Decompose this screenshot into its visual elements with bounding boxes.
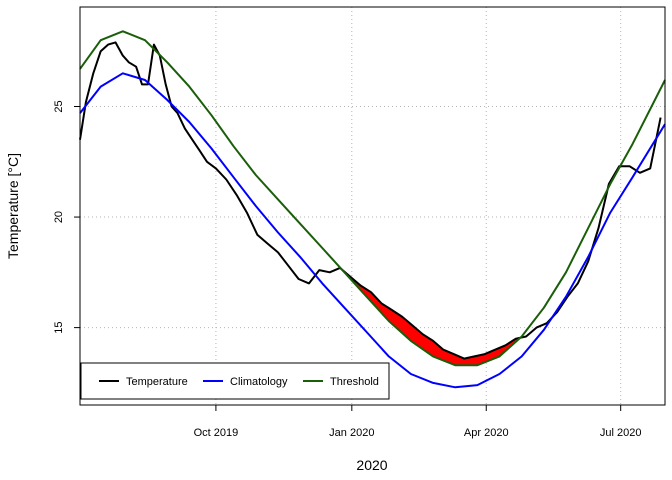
grid-lines xyxy=(80,7,665,405)
y-tick-label: 15 xyxy=(53,321,65,333)
legend-label: Temperature xyxy=(126,376,188,388)
plot-frame xyxy=(79,6,666,406)
y-axis: 15 20 25 xyxy=(53,100,80,334)
series-line-climatology xyxy=(79,72,666,389)
x-tick-label: Oct 2019 xyxy=(194,427,239,439)
event-fill xyxy=(343,270,521,366)
x-axis: Oct 2019 Jan 2020 Apr 2020 Jul 2020 xyxy=(194,405,642,439)
y-axis-title: Temperature [°C] xyxy=(5,153,21,259)
y-tick-label: 20 xyxy=(53,211,65,223)
series-line-threshold xyxy=(79,30,666,367)
legend: Temperature Climatology Threshold xyxy=(80,362,390,400)
y-tick-label: 25 xyxy=(53,100,65,112)
series-lines xyxy=(79,30,666,389)
x-axis-title: 2020 xyxy=(356,457,387,473)
legend-label: Threshold xyxy=(330,376,379,388)
x-tick-label: Jan 2020 xyxy=(329,427,374,439)
legend-box xyxy=(80,362,390,400)
x-tick-label: Jul 2020 xyxy=(600,427,642,439)
series-line-temperature xyxy=(79,41,662,360)
legend-label: Climatology xyxy=(230,376,288,388)
x-tick-label: Apr 2020 xyxy=(464,427,509,439)
